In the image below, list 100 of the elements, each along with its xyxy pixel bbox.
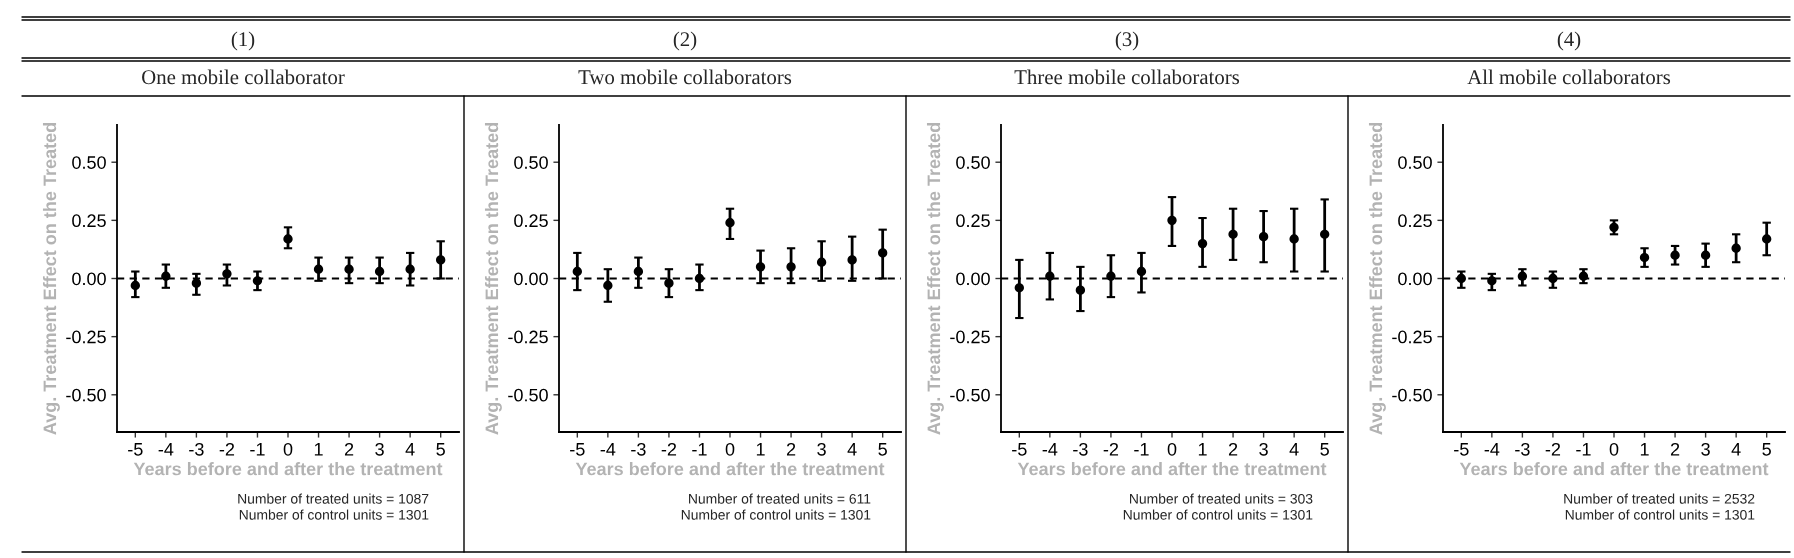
y-tick-label: -0.50 <box>66 388 106 402</box>
point <box>633 266 644 277</box>
point <box>1487 276 1497 286</box>
x-tick-label: -3 <box>1515 442 1530 456</box>
y-axis-title: Avg. Treatment Effect on the Treated <box>484 123 502 435</box>
point <box>1639 252 1650 263</box>
point <box>694 273 705 284</box>
point <box>436 255 446 265</box>
x-tick-label: -4 <box>600 443 616 456</box>
point <box>1731 243 1741 253</box>
point <box>161 271 171 281</box>
point <box>252 276 263 286</box>
y-tick-label: 0.00 <box>1398 272 1432 286</box>
x-tick-label: 4 <box>847 443 857 456</box>
x-axis-title: Years before and after the treatment <box>1459 462 1769 476</box>
x-tick-label: 1 <box>1198 443 1207 456</box>
y-tick-label: 0.50 <box>72 156 106 169</box>
x-tick-label: -2 <box>219 442 235 456</box>
x-tick-label: 2 <box>786 442 796 456</box>
y-tick-label: 0.50 <box>1398 156 1432 169</box>
x-tick-label: 5 <box>436 443 445 456</box>
x-axis-title: Years before and after the treatment <box>133 462 443 476</box>
point <box>1578 271 1589 281</box>
point <box>1014 283 1024 293</box>
x-tick-label: -2 <box>1103 442 1119 456</box>
point <box>1762 234 1772 244</box>
point <box>1228 229 1238 239</box>
point <box>786 262 796 272</box>
y-tick-label: 0.00 <box>956 272 990 286</box>
y-tick-label: 0.50 <box>514 156 548 169</box>
point <box>191 278 202 288</box>
x-tick-label: -5 <box>1012 443 1027 456</box>
x-tick-label: -3 <box>189 442 204 456</box>
y-axis-title: Avg. Treatment Effect on the Treated <box>42 123 60 435</box>
point <box>344 264 354 274</box>
point <box>1258 231 1269 242</box>
point <box>847 255 857 265</box>
point <box>1670 250 1680 260</box>
chart-title: (2) <box>673 31 697 51</box>
x-tick-label: -5 <box>570 443 585 456</box>
point <box>313 264 324 274</box>
y-axis-title: Avg. Treatment Effect on the Treated <box>926 123 944 435</box>
y-tick-label: 0.25 <box>72 214 106 228</box>
chart-title: (3) <box>1115 31 1139 51</box>
chart-subtitle: One mobile collaborator <box>142 69 345 85</box>
point <box>1320 229 1330 239</box>
y-tick-label: 0.25 <box>514 214 548 228</box>
point <box>1700 250 1711 260</box>
y-tick-label: -0.50 <box>1392 388 1432 402</box>
point <box>878 248 888 258</box>
x-tick-label: 2 <box>1670 442 1680 456</box>
point <box>405 264 415 274</box>
x-tick-label: -2 <box>1545 442 1561 456</box>
x-tick-label: -5 <box>1454 443 1469 456</box>
chart-subtitle: All mobile collaborators <box>1467 69 1671 85</box>
x-tick-label: 3 <box>1259 442 1268 456</box>
x-tick-label: -4 <box>158 443 174 456</box>
x-tick-label: 1 <box>756 443 765 456</box>
point <box>603 280 613 291</box>
point <box>1075 285 1086 295</box>
point <box>664 278 674 288</box>
point <box>1167 215 1177 226</box>
point <box>1517 271 1528 281</box>
x-tick-label: -3 <box>1073 442 1088 456</box>
y-tick-label: 0.25 <box>1398 214 1432 228</box>
point <box>374 266 385 277</box>
x-tick-label: -4 <box>1042 443 1058 456</box>
x-tick-label: -2 <box>661 442 677 456</box>
x-tick-label: 3 <box>1701 442 1710 456</box>
x-tick-label: -1 <box>1134 443 1149 456</box>
x-tick-label: -1 <box>1576 443 1591 456</box>
y-tick-label: -0.50 <box>950 388 990 402</box>
y-tick-label: 0.25 <box>956 214 990 228</box>
point <box>1289 234 1299 244</box>
point <box>1045 271 1055 281</box>
x-tick-label: -3 <box>631 442 646 456</box>
chart-subtitle: Three mobile collaborators <box>1014 69 1240 85</box>
text: Number of treated units = 611 <box>689 493 871 504</box>
y-axis-title: Avg. Treatment Effect on the Treated <box>1368 123 1386 435</box>
chart-title: (4) <box>1557 31 1581 51</box>
x-tick-label: 0 <box>1167 442 1177 456</box>
x-tick-label: 0 <box>1609 442 1619 456</box>
y-tick-label: 0.00 <box>514 272 548 286</box>
text: Number of control units = 1301 <box>681 509 871 520</box>
point <box>1548 273 1558 284</box>
x-axis-title: Years before and after the treatment <box>1017 462 1327 476</box>
text: Number of treated units = 1087 <box>238 493 429 504</box>
y-tick-label: 0.00 <box>72 272 106 286</box>
text: Number of control units = 1301 <box>1123 509 1313 520</box>
point <box>1456 273 1466 284</box>
x-tick-label: 5 <box>1320 443 1329 456</box>
chart-title: (1) <box>231 31 255 51</box>
x-tick-label: 1 <box>1640 443 1649 456</box>
point <box>283 234 293 244</box>
x-axis-title: Years before and after the treatment <box>575 462 885 476</box>
text: Number of treated units = 2532 <box>1564 493 1755 504</box>
point <box>222 269 232 279</box>
point <box>725 218 735 228</box>
x-tick-label: -5 <box>128 443 143 456</box>
x-tick-label: 4 <box>1731 443 1741 456</box>
